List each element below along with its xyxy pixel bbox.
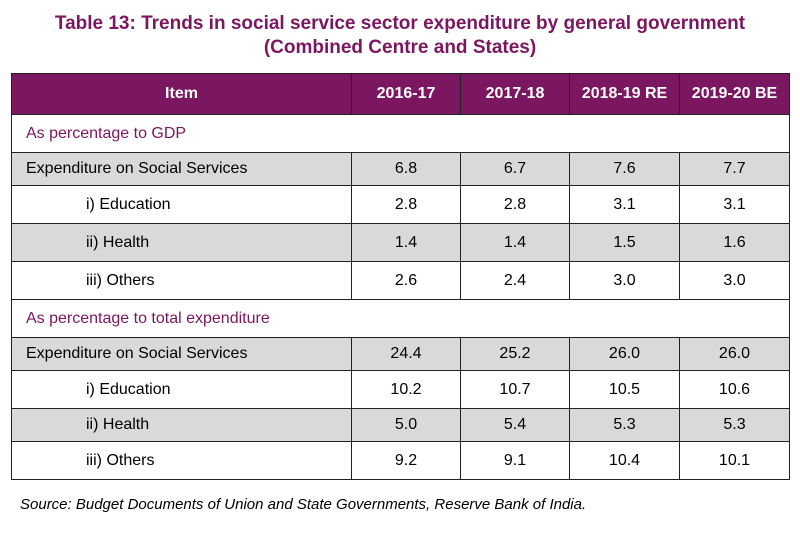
header-item: Item <box>11 73 352 115</box>
cell-value: 9.2 <box>351 441 461 480</box>
cell-value: 9.1 <box>460 441 570 480</box>
header-2018-19-re: 2018-19 RE <box>569 73 680 115</box>
table-row: iii) Others 2.6 2.4 3.0 3.0 <box>11 261 790 300</box>
section-heading: As percentage to GDP <box>11 114 790 153</box>
cell-value: 7.7 <box>679 152 790 186</box>
cell-value: 24.4 <box>351 337 461 371</box>
table-row: ii) Health 5.0 5.4 5.3 5.3 <box>11 408 790 442</box>
cell-value: 10.7 <box>460 370 570 409</box>
title-line-1: Table 13: Trends in social service secto… <box>54 13 746 34</box>
cell-value: 2.4 <box>460 261 570 300</box>
section-heading-row: As percentage to total expenditure <box>11 299 790 338</box>
section-heading: As percentage to total expenditure <box>11 299 790 338</box>
section-heading-row: As percentage to GDP <box>11 114 790 153</box>
cell-value: 25.2 <box>460 337 570 371</box>
cell-value: 5.0 <box>351 408 461 442</box>
cell-value: 6.8 <box>351 152 461 186</box>
cell-value: 26.0 <box>679 337 790 371</box>
cell-value: 3.0 <box>679 261 790 300</box>
header-2017-18: 2017-18 <box>460 73 570 115</box>
row-label: Expenditure on Social Services <box>11 337 352 371</box>
cell-value: 2.6 <box>351 261 461 300</box>
cell-value: 5.3 <box>569 408 680 442</box>
cell-value: 2.8 <box>351 185 461 224</box>
expenditure-table: Item 2016-17 2017-18 2018-19 RE 2019-20 … <box>11 73 790 480</box>
cell-value: 2.8 <box>460 185 570 224</box>
cell-value: 10.5 <box>569 370 680 409</box>
cell-value: 5.3 <box>679 408 790 442</box>
row-label: i) Education <box>11 370 352 409</box>
table-row: Expenditure on Social Services 24.4 25.2… <box>11 337 790 371</box>
row-label: iii) Others <box>11 441 352 480</box>
cell-value: 26.0 <box>569 337 680 371</box>
cell-value: 10.1 <box>679 441 790 480</box>
header-2016-17: 2016-17 <box>351 73 461 115</box>
header-row: Item 2016-17 2017-18 2018-19 RE 2019-20 … <box>11 73 790 115</box>
title-line-2: (Combined Centre and States) <box>263 37 537 58</box>
row-label: i) Education <box>11 185 352 224</box>
cell-value: 1.4 <box>460 223 570 262</box>
row-label: Expenditure on Social Services <box>11 152 352 186</box>
cell-value: 1.6 <box>679 223 790 262</box>
table-row: Expenditure on Social Services 6.8 6.7 7… <box>11 152 790 186</box>
cell-value: 3.1 <box>569 185 680 224</box>
source-note: Source: Budget Documents of Union and St… <box>20 496 587 513</box>
table-row: i) Education 10.2 10.7 10.5 10.6 <box>11 370 790 409</box>
cell-value: 3.0 <box>569 261 680 300</box>
cell-value: 6.7 <box>460 152 570 186</box>
table-row: i) Education 2.8 2.8 3.1 3.1 <box>11 185 790 224</box>
row-label: iii) Others <box>11 261 352 300</box>
table-row: ii) Health 1.4 1.4 1.5 1.6 <box>11 223 790 262</box>
row-label: ii) Health <box>11 408 352 442</box>
cell-value: 1.4 <box>351 223 461 262</box>
header-2019-20-be: 2019-20 BE <box>679 73 790 115</box>
cell-value: 1.5 <box>569 223 680 262</box>
cell-value: 7.6 <box>569 152 680 186</box>
table-row: iii) Others 9.2 9.1 10.4 10.1 <box>11 441 790 480</box>
cell-value: 10.4 <box>569 441 680 480</box>
cell-value: 10.2 <box>351 370 461 409</box>
row-label: ii) Health <box>11 223 352 262</box>
table-title: Table 13: Trends in social service secto… <box>0 12 800 60</box>
cell-value: 5.4 <box>460 408 570 442</box>
cell-value: 3.1 <box>679 185 790 224</box>
cell-value: 10.6 <box>679 370 790 409</box>
